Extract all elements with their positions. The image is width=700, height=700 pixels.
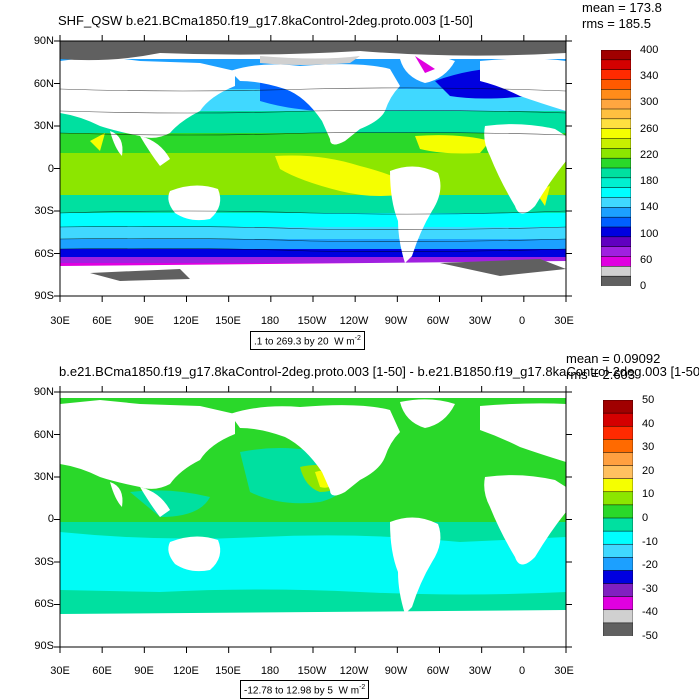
panel1-lat-label: 30N bbox=[33, 120, 54, 132]
panel1-lon-label: 90E bbox=[134, 315, 154, 327]
colorbar-label: 260 bbox=[640, 122, 659, 135]
panel2-lat-label: 30N bbox=[33, 471, 54, 483]
colorbar-label: 10 bbox=[642, 488, 655, 501]
colorbar-label: 20 bbox=[642, 464, 655, 477]
panel2-lon-label: 150W bbox=[297, 665, 327, 677]
panel1-map bbox=[60, 41, 566, 296]
panel1-lon-label: 30E bbox=[554, 315, 574, 327]
panel2-lon-label: 90E bbox=[134, 665, 154, 677]
colorbar-label: -50 bbox=[642, 630, 658, 642]
panel2-lon-label: 60W bbox=[426, 665, 450, 677]
colorbar-label: -30 bbox=[642, 582, 658, 595]
panel2-lat-label: 90S bbox=[34, 640, 54, 652]
panel1-lat-label: 90S bbox=[34, 290, 54, 302]
panel1-units-exp: -2 bbox=[354, 335, 361, 342]
panel1-contour-info: .1 to 269.3 by 20 W m-2 bbox=[250, 331, 365, 351]
colorbar-label: 340 bbox=[640, 70, 659, 83]
colorbar-label: 100 bbox=[640, 227, 659, 240]
colorbar-label: 0 bbox=[642, 512, 649, 524]
map-frame bbox=[59, 391, 567, 648]
panel2-lon-label: 30E bbox=[554, 665, 574, 677]
colorbar-swatch bbox=[603, 622, 633, 636]
panel1-lat-label: 0 bbox=[47, 163, 54, 175]
panel2-units-exp: -2 bbox=[359, 684, 366, 691]
panel2-lat-label: 90N bbox=[33, 386, 54, 398]
colorbar-label: 220 bbox=[640, 148, 659, 161]
panel1-contour-range: .1 to 269.3 by 20 bbox=[254, 336, 329, 348]
panel2-title: b.e21.BCma1850.f19_g17.8kaControl-2deg.p… bbox=[59, 365, 699, 379]
panel2-lon-label: 30E bbox=[50, 665, 70, 677]
colorbar-label: 0 bbox=[640, 280, 647, 292]
panel1-lon-label: 60E bbox=[92, 315, 112, 327]
colorbar-label: 300 bbox=[640, 96, 659, 109]
panel1-lon-label: 150E bbox=[215, 315, 241, 327]
panel2-lat-label: 60S bbox=[34, 598, 54, 610]
panel2-lon-label: 180 bbox=[260, 665, 280, 677]
panel2-rms: rms = 2.603 bbox=[566, 367, 636, 382]
panel2-lon-label: 90W bbox=[384, 665, 408, 677]
colorbar-swatch bbox=[601, 275, 631, 286]
panel2-lat-label: 0 bbox=[47, 513, 54, 525]
panel2-mean: mean = 0.09092 bbox=[566, 351, 661, 366]
panel2-lon-label: 0 bbox=[518, 665, 526, 677]
panel1-rms: rms = 185.5 bbox=[582, 16, 652, 31]
panel1-lon-label: 150W bbox=[297, 315, 327, 327]
panel1-lon-label: 0 bbox=[518, 315, 526, 327]
colorbar-label: -40 bbox=[642, 606, 658, 619]
panel1-lat-label: 90N bbox=[33, 35, 54, 47]
panel1-lon-label: 90W bbox=[384, 315, 408, 327]
panel1-lon-label: 120W bbox=[339, 315, 369, 327]
panel1-lon-label: 60W bbox=[426, 315, 450, 327]
panel2-lon-label: 150E bbox=[215, 665, 241, 677]
panel2-map bbox=[60, 392, 566, 647]
panel1-units: W m bbox=[334, 336, 355, 348]
colorbar-label: -20 bbox=[642, 559, 658, 572]
panel1-lon-label: 180 bbox=[260, 315, 280, 327]
panel1-lat-label: 60N bbox=[33, 78, 54, 90]
panel2-lon-label: 120W bbox=[339, 665, 369, 677]
panel2-lat-label: 60N bbox=[33, 429, 54, 441]
colorbar-label: 400 bbox=[640, 44, 659, 56]
panel1-lon-label: 120E bbox=[173, 315, 199, 327]
colorbar-label: 40 bbox=[642, 417, 655, 430]
colorbar-label: 30 bbox=[642, 441, 655, 454]
colorbar-label: 50 bbox=[642, 394, 655, 406]
map-frame bbox=[59, 40, 567, 297]
panel2-colorbar bbox=[603, 400, 633, 636]
colorbar-label: 180 bbox=[640, 175, 659, 188]
panel1-lon-label: 30W bbox=[468, 315, 492, 327]
panel1-mean: mean = 173.8 bbox=[582, 0, 662, 15]
colorbar-label: 140 bbox=[640, 201, 659, 214]
panel2-contour-info: -12.78 to 12.98 by 5 W m-2 bbox=[240, 680, 370, 700]
panel1-lat-label: 60S bbox=[34, 248, 54, 260]
panel2-lon-label: 120E bbox=[173, 665, 199, 677]
panel2-lon-label: 30W bbox=[468, 665, 492, 677]
panel1-lon-label: 30E bbox=[50, 315, 70, 327]
panel2-lat-label: 30S bbox=[34, 556, 54, 568]
panel1-title: SHF_QSW b.e21.BCma1850.f19_g17.8kaContro… bbox=[58, 13, 473, 28]
colorbar-label: 60 bbox=[640, 253, 653, 266]
panel2-lon-label: 60E bbox=[92, 665, 112, 677]
panel2-contour-range: -12.78 to 12.98 by 5 bbox=[244, 685, 333, 697]
panel1-colorbar bbox=[601, 50, 631, 286]
colorbar-label: -10 bbox=[642, 535, 658, 548]
panel2-units: W m bbox=[338, 685, 360, 697]
panel1-lat-label: 30S bbox=[34, 205, 54, 217]
